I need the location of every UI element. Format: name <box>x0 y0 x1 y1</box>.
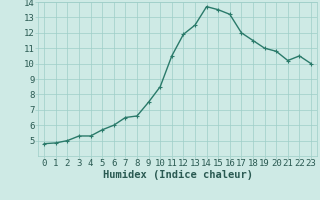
X-axis label: Humidex (Indice chaleur): Humidex (Indice chaleur) <box>103 170 252 180</box>
